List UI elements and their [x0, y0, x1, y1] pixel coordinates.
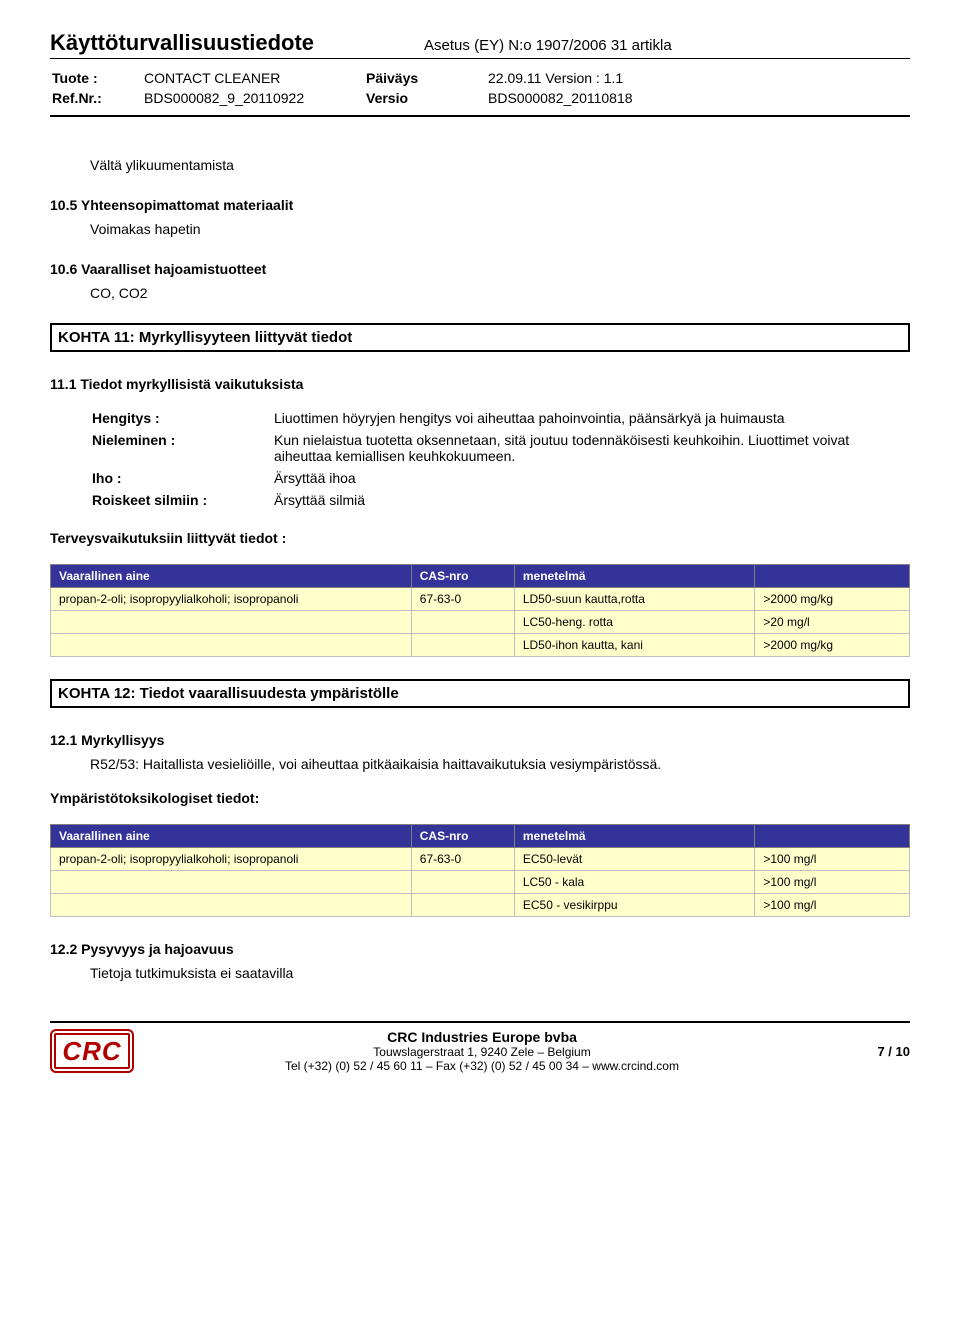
s10-5-body: Voimakas hapetin: [90, 221, 910, 237]
table-cell: EC50-levät: [514, 848, 755, 871]
footer: CRC CRC Industries Europe bvba Touwslage…: [50, 1021, 910, 1073]
table-cell: [51, 634, 412, 657]
s10-6-body: CO, CO2: [90, 285, 910, 301]
table-cell: 67-63-0: [411, 848, 514, 871]
footer-company: CRC Industries Europe bvba: [134, 1029, 830, 1045]
footer-address: Touwslagerstraat 1, 9240 Zele – Belgium: [134, 1045, 830, 1059]
table-row: LD50-ihon kautta, kani>2000 mg/kg: [51, 634, 910, 657]
table-cell: [411, 634, 514, 657]
table-cell: propan-2-oli; isopropyylialkoholi; isopr…: [51, 848, 412, 871]
hazard-table-1: Vaarallinen aineCAS-nromenetelmä propan-2…: [50, 564, 910, 657]
paivays-label: Päiväys: [366, 69, 486, 87]
hengitys-label: Hengitys :: [92, 408, 272, 428]
s12-2-body: Tietoja tutkimuksista ei saatavilla: [90, 965, 910, 981]
kohta-11-bar: KOHTA 11: Myrkyllisyyteen liittyvät tied…: [50, 323, 910, 352]
table-header: menetelmä: [514, 825, 755, 848]
table-row: LC50 - kala>100 mg/l: [51, 871, 910, 894]
table-header: [755, 565, 910, 588]
table-header: CAS-nro: [411, 565, 514, 588]
table-cell: [51, 894, 412, 917]
divider-thick: [50, 115, 910, 117]
s10-5-title: 10.5 Yhteensopimattomat materiaalit: [50, 197, 910, 213]
nieleminen-value: Kun nielaistua tuotetta oksennetaan, sit…: [274, 430, 908, 466]
kohta-12-bar: KOHTA 12: Tiedot vaarallisuudesta ympäri…: [50, 679, 910, 708]
table-cell: EC50 - vesikirppu: [514, 894, 755, 917]
doc-title: Käyttöturvallisuustiedote: [50, 30, 314, 56]
table-cell: [51, 611, 412, 634]
paivays-value: 22.09.11 Version : 1.1: [488, 69, 643, 87]
ref-label: Ref.Nr.:: [52, 89, 142, 107]
s10-6-title: 10.6 Vaaralliset hajoamistuotteet: [50, 261, 910, 277]
table-row: propan-2-oli; isopropyylialkoholi; isopr…: [51, 588, 910, 611]
terveys-title: Terveysvaikutuksiin liittyvät tiedot :: [50, 530, 910, 546]
s11-1-title: 11.1 Tiedot myrkyllisistä vaikutuksista: [50, 376, 910, 392]
table-cell: >100 mg/l: [755, 894, 910, 917]
roiskeet-value: Ärsyttää silmiä: [274, 490, 908, 510]
roiskeet-label: Roiskeet silmiin :: [92, 490, 272, 510]
table-cell: propan-2-oli; isopropyylialkoholi; isopr…: [51, 588, 412, 611]
table-cell: >20 mg/l: [755, 611, 910, 634]
table-row: LC50-heng. rotta>20 mg/l: [51, 611, 910, 634]
avoid-text: Vältä ylikuumentamista: [90, 157, 910, 173]
s12-1-title: 12.1 Myrkyllisyys: [50, 732, 910, 748]
table-cell: >2000 mg/kg: [755, 634, 910, 657]
versio-label: Versio: [366, 89, 486, 107]
s12-2-title: 12.2 Pysyvyys ja hajoavuus: [50, 941, 910, 957]
table-cell: 67-63-0: [411, 588, 514, 611]
s12-1-body: R52/53: Haitallista vesieliöille, voi ai…: [90, 756, 910, 772]
table-header: [755, 825, 910, 848]
table-header: CAS-nro: [411, 825, 514, 848]
table-row: propan-2-oli; isopropyylialkoholi; isopr…: [51, 848, 910, 871]
versio-value: BDS000082_20110818: [488, 89, 643, 107]
table-cell: LC50 - kala: [514, 871, 755, 894]
ymparisto-title: Ympäristötoksikologiset tiedot:: [50, 790, 910, 806]
crc-logo: CRC: [50, 1029, 134, 1073]
meta-table: Tuote : CONTACT CLEANER Päiväys 22.09.11…: [50, 67, 645, 109]
nieleminen-label: Nieleminen :: [92, 430, 272, 466]
table-cell: >2000 mg/kg: [755, 588, 910, 611]
iho-label: Iho :: [92, 468, 272, 488]
tuote-label: Tuote :: [52, 69, 142, 87]
hazard-table-2: Vaarallinen aineCAS-nromenetelmä propan-2…: [50, 824, 910, 917]
footer-contact: Tel (+32) (0) 52 / 45 60 11 – Fax (+32) …: [134, 1059, 830, 1073]
table-cell: LC50-heng. rotta: [514, 611, 755, 634]
table-cell: >100 mg/l: [755, 871, 910, 894]
table-header: Vaarallinen aine: [51, 825, 412, 848]
table-header: menetelmä: [514, 565, 755, 588]
ref-value: BDS000082_9_20110922: [144, 89, 364, 107]
table-cell: [51, 871, 412, 894]
definitions-table: Hengitys : Liuottimen höyryjen hengitys …: [90, 406, 910, 512]
table-cell: [411, 871, 514, 894]
regulation-text: Asetus (EY) N:o 1907/2006 31 artikla: [424, 37, 672, 54]
table-cell: LD50-ihon kautta, kani: [514, 634, 755, 657]
page-number: 7 / 10: [830, 1044, 910, 1059]
table-header: Vaarallinen aine: [51, 565, 412, 588]
table-cell: >100 mg/l: [755, 848, 910, 871]
table-cell: [411, 894, 514, 917]
divider: [50, 58, 910, 59]
table-row: EC50 - vesikirppu>100 mg/l: [51, 894, 910, 917]
tuote-value: CONTACT CLEANER: [144, 69, 364, 87]
footer-center: CRC Industries Europe bvba Touwslagerstr…: [134, 1029, 830, 1073]
hengitys-value: Liuottimen höyryjen hengitys voi aiheutt…: [274, 408, 908, 428]
header-row: Käyttöturvallisuustiedote Asetus (EY) N:…: [50, 30, 910, 56]
table-cell: [411, 611, 514, 634]
table-cell: LD50-suun kautta,rotta: [514, 588, 755, 611]
iho-value: Ärsyttää ihoa: [274, 468, 908, 488]
